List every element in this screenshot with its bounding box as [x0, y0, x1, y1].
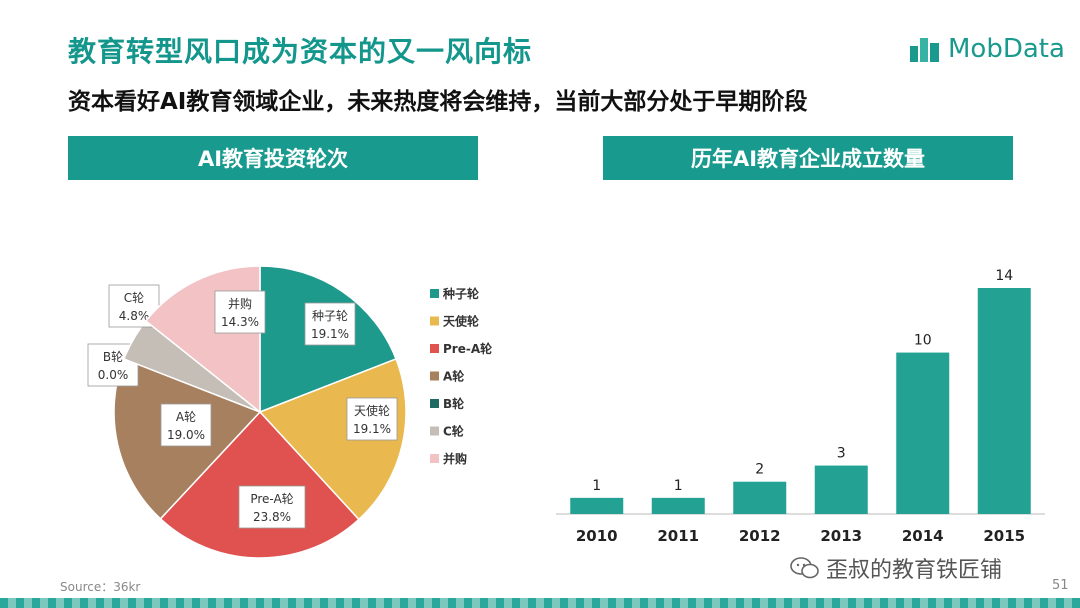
- bar-chart-title-banner: 历年AI教育企业成立数量: [603, 136, 1013, 180]
- legend-label-0: 种子轮: [442, 286, 480, 301]
- bar-value-label-2015: 14: [995, 268, 1013, 284]
- watermark-text: 歪叔的教育铁匠铺: [826, 558, 1003, 583]
- slide-title: 教育转型风口成为资本的又一风向标: [68, 35, 533, 68]
- x-tick-label-2012: 2012: [739, 527, 781, 545]
- bar-value-label-2010: 1: [592, 478, 601, 494]
- bottom-decor-bar: [0, 598, 1080, 608]
- pie-label-box-0: [304, 302, 356, 346]
- legend-swatch-3: [430, 371, 439, 381]
- pie-label-box-6: [214, 290, 266, 334]
- bar-value-label-2012: 2: [755, 462, 764, 478]
- pie-label-value-3: 19.0%: [167, 428, 205, 442]
- legend-swatch-2: [430, 344, 439, 353]
- bar-2015: [977, 288, 1031, 514]
- x-tick-label-2015: 2015: [983, 527, 1025, 545]
- wechat-icon: [790, 557, 819, 579]
- bar-2014: [896, 352, 950, 514]
- page-number: 51: [1052, 578, 1069, 593]
- pie-label-box-1: [346, 397, 398, 441]
- legend-swatch-5: [430, 426, 439, 436]
- legend-label-3: A轮: [443, 369, 465, 384]
- legend-swatch-1: [430, 316, 439, 326]
- pie-label-box-2: [238, 485, 306, 529]
- pie-label-name-4: B轮: [103, 350, 123, 364]
- x-tick-label-2013: 2013: [820, 527, 862, 545]
- bar-2013: [814, 465, 868, 514]
- bar-2011: [651, 497, 705, 514]
- bar-2012: [733, 481, 787, 514]
- pie-label-value-5: 4.8%: [119, 309, 150, 323]
- x-tick-label-2010: 2010: [576, 527, 618, 545]
- legend-label-5: C轮: [443, 424, 465, 439]
- pie-label-name-1: 天使轮: [354, 403, 390, 418]
- source-note: Source：36kr: [60, 580, 141, 594]
- legend-swatch-6: [430, 454, 439, 463]
- x-tick-label-2014: 2014: [902, 527, 944, 545]
- watermark: 歪叔的教育铁匠铺: [790, 552, 1002, 584]
- pie-label-name-0: 种子轮: [312, 309, 348, 323]
- bar-value-label-2013: 3: [837, 446, 846, 462]
- bar-value-label-2011: 1: [674, 478, 683, 494]
- legend-label-4: B轮: [443, 396, 465, 411]
- pie-label-name-3: A轮: [176, 410, 196, 424]
- legend-label-2: Pre-A轮: [443, 341, 493, 356]
- pie-label-name-2: Pre-A轮: [250, 492, 293, 506]
- bar-2010: [570, 497, 624, 514]
- pie-label-value-2: 23.8%: [253, 510, 291, 524]
- bar-value-label-2014: 10: [914, 333, 932, 349]
- pie-label-box-3: [160, 403, 212, 447]
- pie-slice-2: [159, 410, 360, 559]
- x-tick-label-2011: 2011: [657, 527, 699, 545]
- slide-subtitle: 资本看好AI教育领域企业，未来热度将会维持，当前大部分处于早期阶段: [68, 89, 808, 115]
- legend-label-1: 天使轮: [443, 314, 480, 329]
- pie-label-name-5: C轮: [124, 291, 144, 305]
- legend-swatch-0: [430, 289, 439, 298]
- pie-chart-title-banner: AI教育投资轮次: [68, 136, 478, 180]
- mobdata-logo: MobData: [908, 34, 1065, 64]
- legend-swatch-4: [430, 399, 439, 408]
- logo-text: MobData: [948, 34, 1065, 64]
- pie-label-value-6: 14.3%: [221, 315, 259, 329]
- pie-label-name-6: 并购: [228, 296, 252, 311]
- mobdata-logo-icon: [910, 38, 939, 62]
- pie-label-value-1: 19.1%: [353, 422, 391, 436]
- pie-label-value-4: 0.0%: [98, 368, 129, 382]
- legend-label-6: 并购: [443, 451, 467, 466]
- pie-label-value-0: 19.1%: [311, 327, 349, 341]
